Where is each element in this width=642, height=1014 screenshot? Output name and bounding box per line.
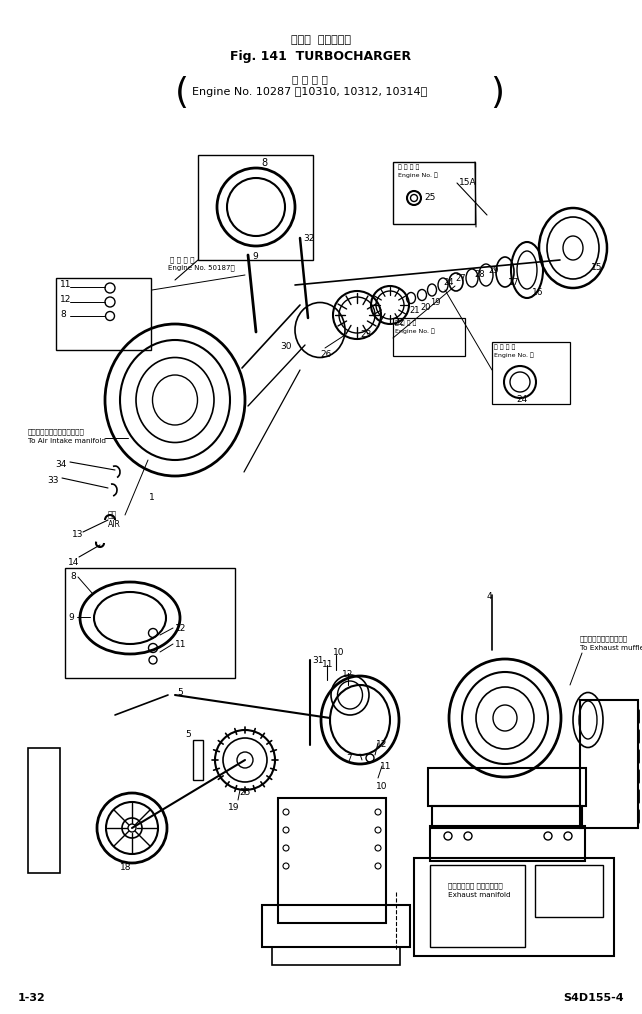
Text: 28: 28 xyxy=(474,270,485,279)
Bar xyxy=(393,318,465,356)
Text: 8: 8 xyxy=(60,310,65,319)
Text: 適 用 号 機: 適 用 号 機 xyxy=(398,164,419,169)
Bar xyxy=(193,740,203,780)
Bar xyxy=(428,768,586,806)
Text: 1-32: 1-32 xyxy=(18,993,46,1003)
Text: 12: 12 xyxy=(175,624,186,633)
Bar xyxy=(492,342,570,404)
Text: 13: 13 xyxy=(72,530,83,539)
Text: 29: 29 xyxy=(488,266,498,275)
Bar xyxy=(430,865,525,947)
Text: 11: 11 xyxy=(322,660,333,669)
Text: 7: 7 xyxy=(346,754,352,763)
Bar xyxy=(430,826,585,861)
Text: 33: 33 xyxy=(47,476,58,485)
Text: ): ) xyxy=(490,76,504,110)
Text: To Exhaust muffler: To Exhaust muffler xyxy=(580,645,642,651)
Text: 15A: 15A xyxy=(459,178,476,187)
Text: 16: 16 xyxy=(532,288,544,297)
Text: 10: 10 xyxy=(333,648,345,657)
Text: 25: 25 xyxy=(424,193,435,202)
Text: 25: 25 xyxy=(239,788,250,797)
Text: ターボ  チャージャ: ターボ チャージャ xyxy=(291,35,351,45)
Text: 30: 30 xyxy=(280,342,291,351)
Text: 適 用 号 機: 適 用 号 機 xyxy=(395,320,417,325)
Text: Engine No. 〜: Engine No. 〜 xyxy=(398,172,438,177)
Text: 8: 8 xyxy=(70,572,76,581)
Text: 11: 11 xyxy=(380,762,392,771)
Text: 32: 32 xyxy=(303,234,315,243)
Bar xyxy=(432,806,582,828)
Text: エキゾースト マニホールド: エキゾースト マニホールド xyxy=(448,882,503,888)
Text: 34: 34 xyxy=(55,460,66,469)
Text: (: ( xyxy=(175,76,189,110)
Text: 1: 1 xyxy=(149,493,155,502)
Text: 適 用 号 機: 適 用 号 機 xyxy=(170,256,195,263)
Text: 21: 21 xyxy=(409,306,419,315)
Text: 適 用 号 機: 適 用 号 機 xyxy=(494,344,516,350)
Text: 11: 11 xyxy=(60,280,71,289)
Bar xyxy=(278,798,386,923)
Bar xyxy=(535,865,603,917)
Text: To Air Intake manifold: To Air Intake manifold xyxy=(28,438,106,444)
Text: 12: 12 xyxy=(60,295,71,304)
Text: 22: 22 xyxy=(393,318,404,327)
Bar xyxy=(393,162,475,224)
Text: Engine No. 50187〜: Engine No. 50187〜 xyxy=(168,264,235,271)
Text: 24: 24 xyxy=(443,278,453,287)
Text: Engine No. 〜: Engine No. 〜 xyxy=(395,328,435,334)
Text: 10: 10 xyxy=(376,782,388,791)
Text: AIR: AIR xyxy=(108,520,121,529)
Text: 11: 11 xyxy=(175,640,186,649)
Bar xyxy=(65,568,235,678)
Text: 24: 24 xyxy=(516,395,527,404)
Bar xyxy=(198,155,313,260)
Bar xyxy=(56,278,151,350)
Text: 23: 23 xyxy=(360,330,371,339)
Text: S4D155-4: S4D155-4 xyxy=(564,993,624,1003)
Text: 31: 31 xyxy=(312,656,324,665)
Text: 4: 4 xyxy=(487,592,492,601)
Text: 5: 5 xyxy=(177,689,183,697)
Text: エアインターマニホールドへ: エアインターマニホールドへ xyxy=(28,428,85,435)
Text: Engine No. 〜: Engine No. 〜 xyxy=(494,352,534,358)
Text: 17: 17 xyxy=(508,278,519,287)
Bar xyxy=(580,700,638,828)
Text: 5: 5 xyxy=(185,730,191,739)
Text: 26: 26 xyxy=(320,350,331,359)
Text: 14: 14 xyxy=(68,558,80,567)
Text: エア: エア xyxy=(108,510,117,519)
Text: 12: 12 xyxy=(376,740,387,749)
Text: 18: 18 xyxy=(120,863,132,872)
Text: 9: 9 xyxy=(68,613,74,622)
Text: 19: 19 xyxy=(430,298,440,307)
Text: 15: 15 xyxy=(591,263,602,272)
Text: 8: 8 xyxy=(261,158,267,168)
Text: 適 用 号 機: 適 用 号 機 xyxy=(292,74,328,84)
Text: Fig. 141  TURBOCHARGER: Fig. 141 TURBOCHARGER xyxy=(230,50,412,63)
Text: 27: 27 xyxy=(455,274,465,283)
Text: エキゾーストマフラーへ: エキゾーストマフラーへ xyxy=(580,635,628,642)
Text: 20: 20 xyxy=(420,303,431,312)
Bar xyxy=(414,858,614,956)
Text: Exhaust manifold: Exhaust manifold xyxy=(448,892,510,898)
Bar xyxy=(262,906,410,947)
Text: 9: 9 xyxy=(252,252,257,261)
Text: Engine No. 10287 〜10310, 10312, 10314〜: Engine No. 10287 〜10310, 10312, 10314〜 xyxy=(193,87,428,97)
Bar xyxy=(28,748,60,873)
Bar xyxy=(272,947,400,965)
Text: 12: 12 xyxy=(342,670,353,679)
Text: 19: 19 xyxy=(228,803,239,812)
